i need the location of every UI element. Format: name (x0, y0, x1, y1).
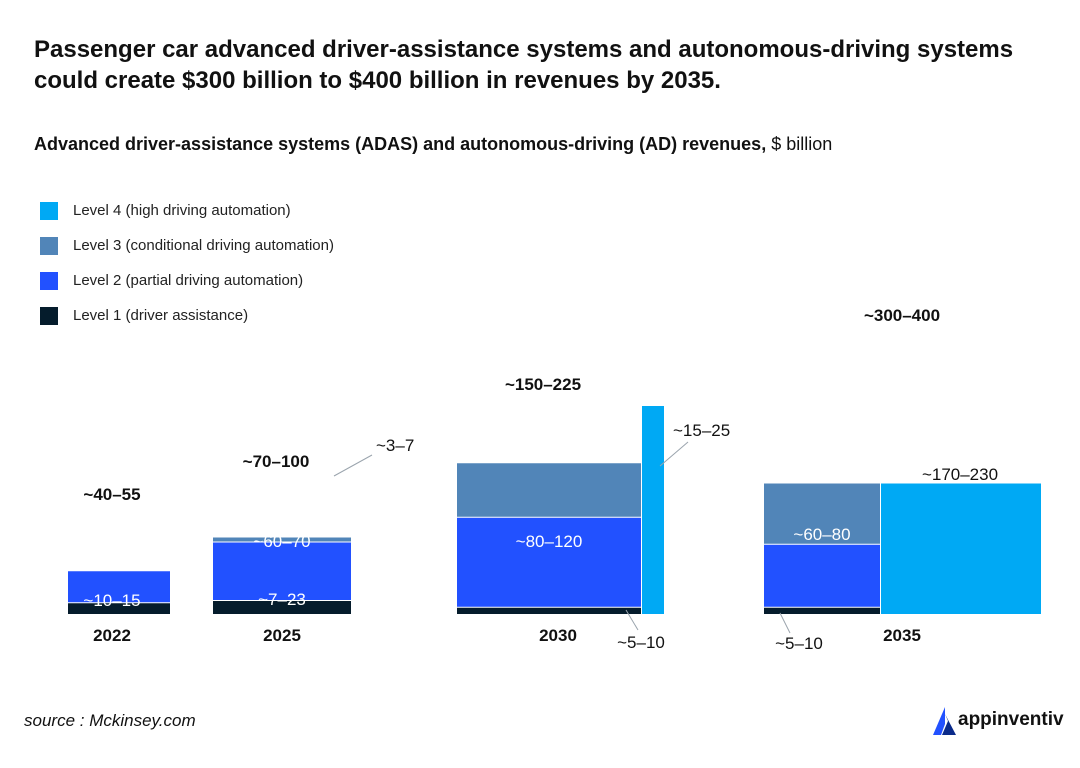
bar-2035-level4 (881, 483, 1041, 614)
bar-2025-level1 (213, 600, 351, 614)
data-label-2022-level1: ~10–15 (83, 591, 140, 610)
bar-2025-level2 (213, 542, 351, 601)
legend-label-level1: Level 1 (driver assistance) (73, 307, 249, 324)
data-label-2025-level3: ~3–7 (376, 436, 414, 455)
data-label-2030-level3: ~50–70 (520, 437, 577, 456)
data-label-2030-level4: ~15–25 (673, 421, 730, 440)
leader-2025-level3 (333, 454, 373, 477)
chart-subtitle: Advanced driver-assistance systems (ADAS… (34, 134, 832, 155)
bar-2035-level3 (764, 483, 880, 545)
chart-title: Passenger car advanced driver-assistance… (34, 36, 1014, 94)
data-label-2035-level1: ~5–10 (775, 634, 823, 653)
source-note: source : Mckinsey.com (24, 711, 196, 730)
bar-2022-level2 (68, 571, 170, 603)
bar-2030-level2 (457, 517, 641, 608)
data-label-2025-level2: ~60–70 (253, 532, 310, 551)
data-label-2030-level1: ~5–10 (617, 633, 665, 652)
data-label-2030-level2: ~80–120 (516, 532, 583, 551)
total-label-2030: ~150–225 (505, 375, 581, 394)
total-label-2025: ~70–100 (243, 452, 310, 471)
legend-swatch-level1 (40, 307, 58, 325)
bar-2030-level4 (642, 406, 664, 614)
legend-label-level4: Level 4 (high driving automation) (73, 202, 291, 219)
bar-2030-level1 (457, 607, 641, 614)
bar-2030-level3 (457, 463, 641, 518)
leader-2035-level1 (779, 612, 791, 634)
x-tick-label-2030: 2030 (539, 626, 577, 645)
x-tick-label-2025: 2025 (263, 626, 301, 645)
leader-2030-level1 (625, 609, 639, 631)
brand-name: appinventiv (958, 709, 1064, 730)
legend-swatch-level2 (40, 272, 58, 290)
legend-label-level3: Level 3 (conditional driving automation) (73, 237, 334, 254)
leader-2030-level4 (659, 441, 689, 467)
legend-swatch-level4 (40, 202, 58, 220)
data-label-2025-level1: ~7–23 (258, 590, 306, 609)
subtitle-unit: $ billion (771, 134, 833, 154)
bar-2035-level1 (764, 607, 880, 614)
x-tick-label-2022: 2022 (93, 626, 131, 645)
subtitle-bold: Advanced driver-assistance systems (ADAS… (34, 134, 767, 154)
x-tick-label-2035: 2035 (883, 626, 921, 645)
legend-swatch-level3 (40, 237, 58, 255)
data-label-2035-level3: ~60–75 (789, 399, 846, 418)
legend-label-level2: Level 2 (partial driving automation) (73, 272, 304, 289)
bar-2022-level1 (68, 602, 170, 614)
total-label-2035: ~300–400 (864, 306, 940, 325)
data-label-2022-level2: ~30–40 (83, 547, 140, 566)
data-label-2035-level2: ~60–80 (793, 525, 850, 544)
data-label-2035-level4: ~170–230 (922, 465, 998, 484)
total-label-2022: ~40–55 (83, 485, 140, 504)
appinventiv-logo-icon (933, 707, 956, 735)
bar-2035-level2 (764, 544, 880, 608)
bar-2025-level3 (213, 537, 351, 542)
